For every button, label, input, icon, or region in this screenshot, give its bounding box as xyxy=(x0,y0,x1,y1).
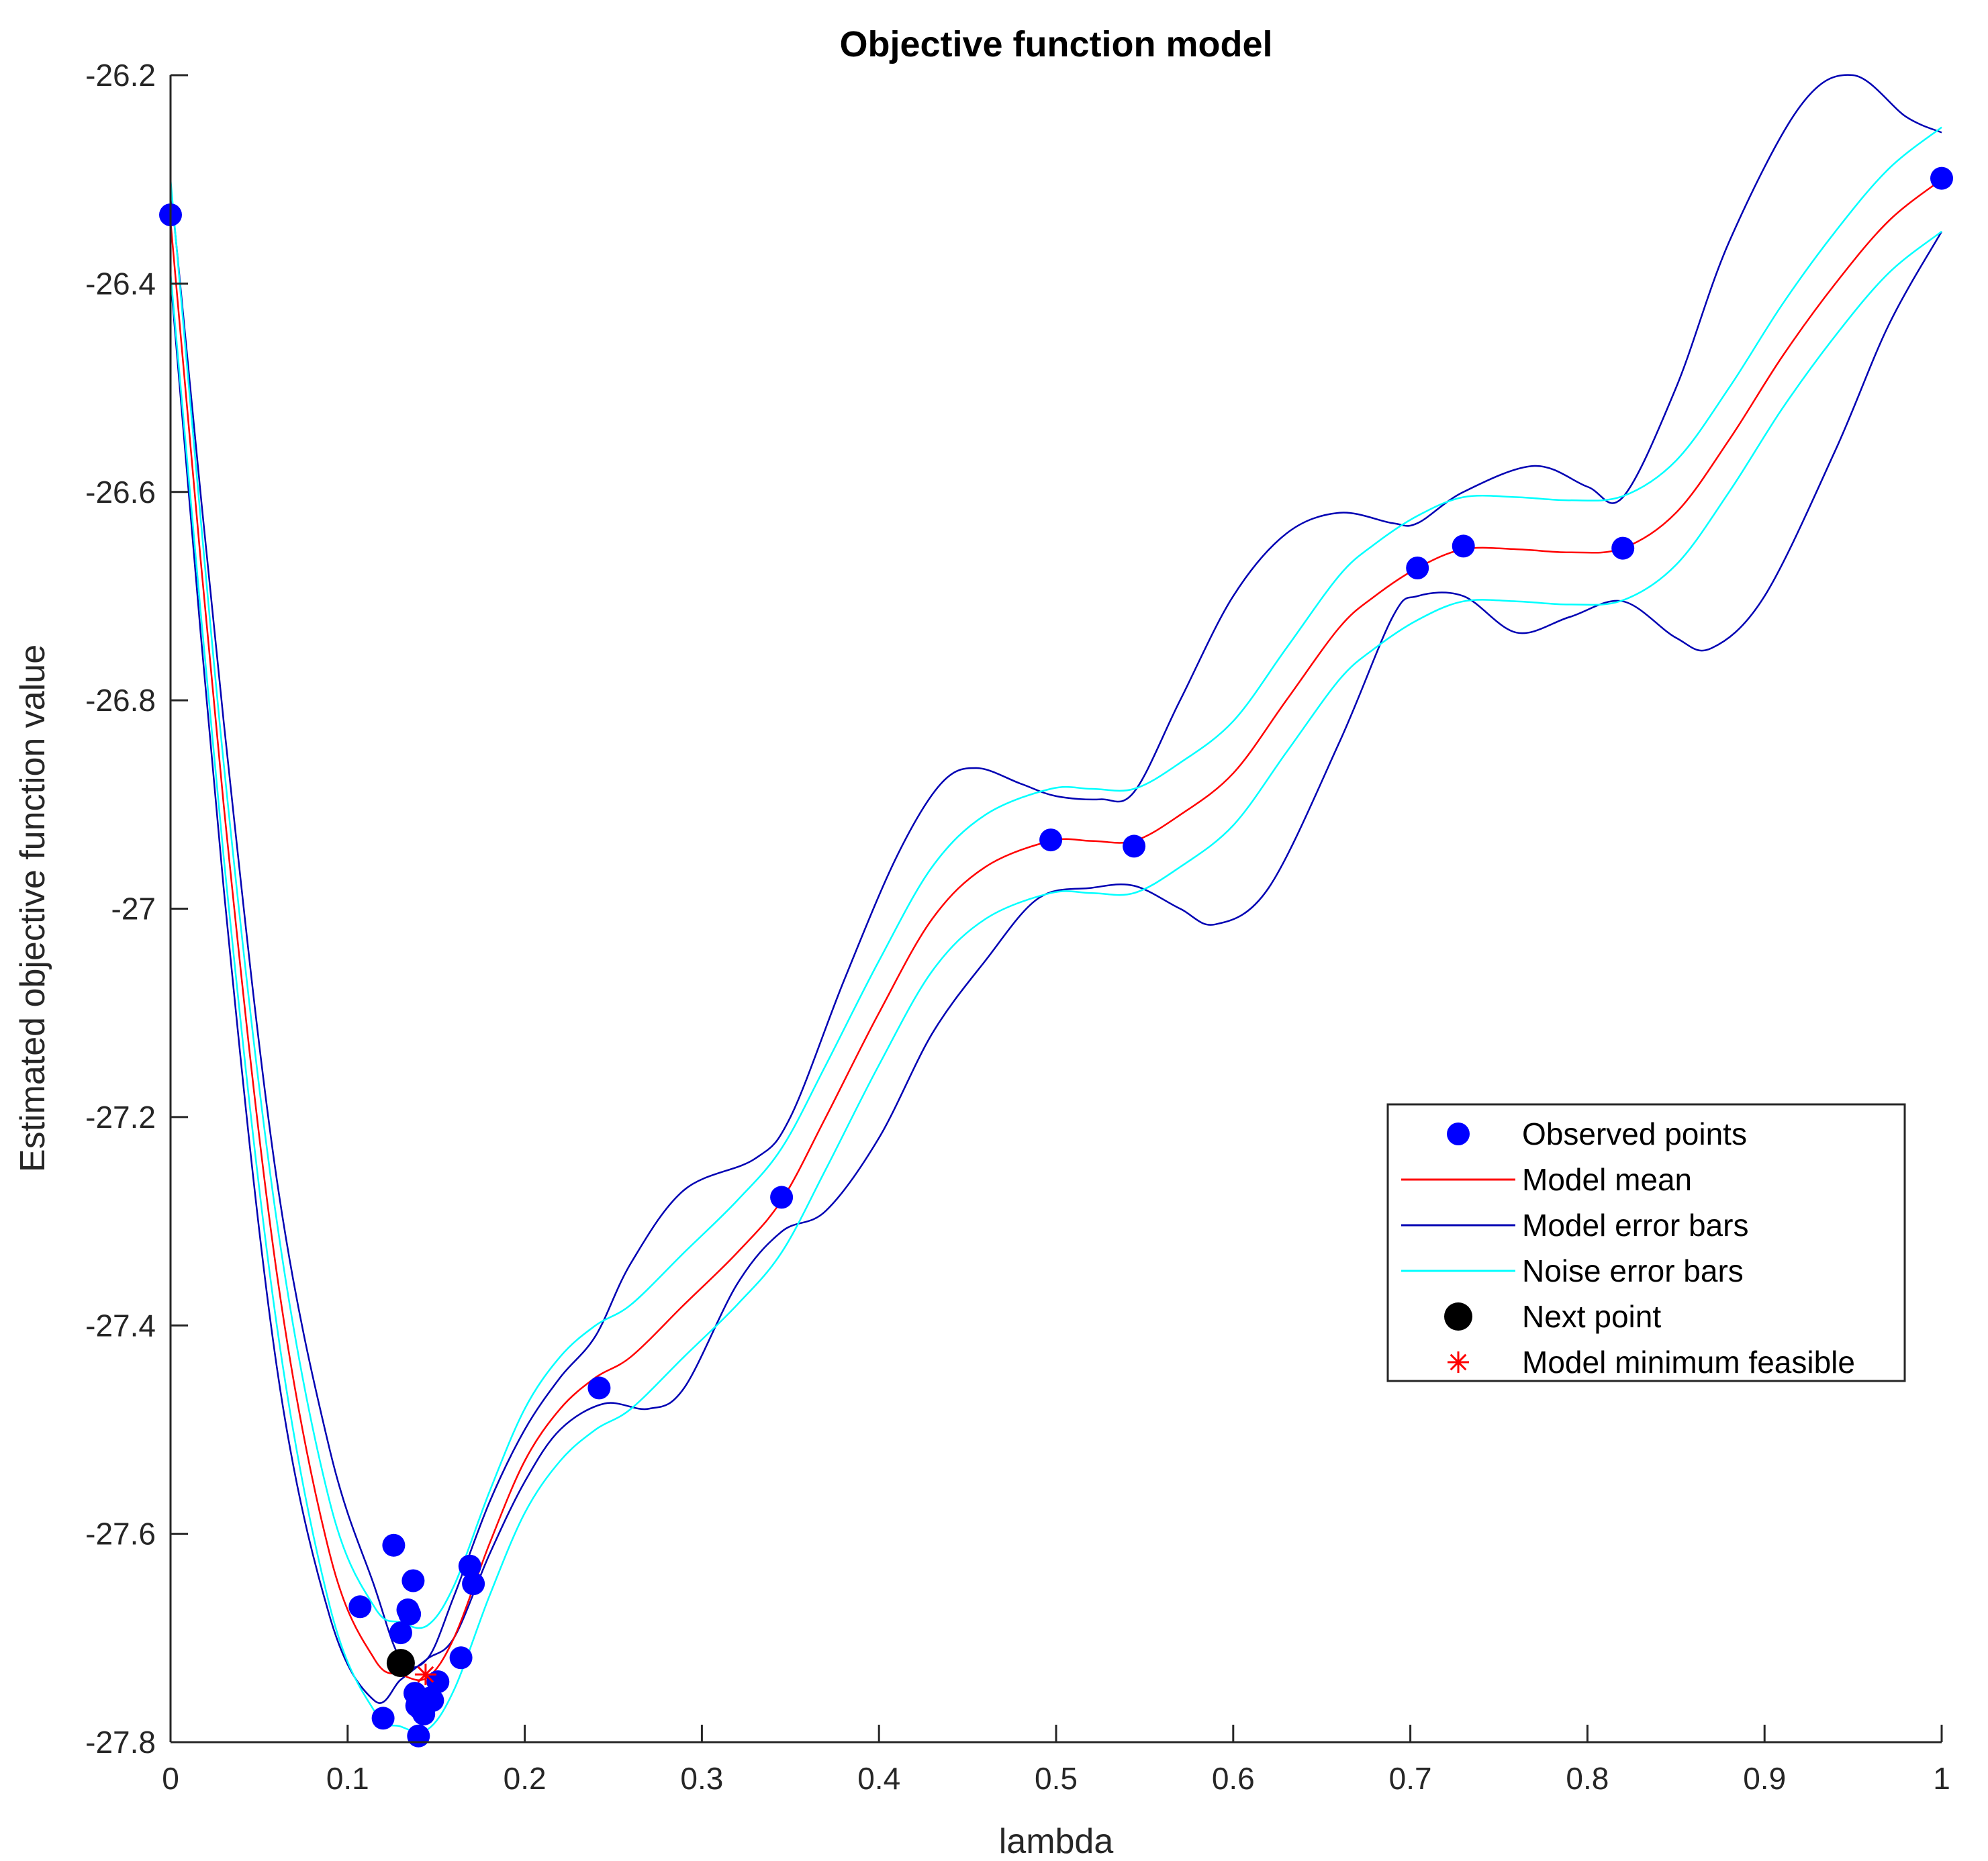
error-bands xyxy=(169,74,1943,1733)
observed-point xyxy=(348,1595,372,1619)
model-mean-layer xyxy=(169,179,1942,1681)
observed-point xyxy=(462,1572,485,1596)
observed-point xyxy=(770,1186,794,1209)
axes: 0 0.1 0.2 0.3 0.4 0.5 0.6 0.7 0.8 0.9 1 -27.8 -27.6 -… xyxy=(85,58,1950,1796)
observed-points-layer xyxy=(159,166,1953,1748)
legend-label-next-point: Next point xyxy=(1522,1299,1661,1334)
y-tick-label: -27 xyxy=(111,892,156,926)
observed-point xyxy=(421,1688,444,1712)
observed-point xyxy=(1452,534,1475,558)
observed-point xyxy=(389,1621,412,1645)
y-tick-label: -26.4 xyxy=(85,266,156,301)
x-tick-label: 0.9 xyxy=(1743,1761,1786,1796)
x-tick-label: 0.4 xyxy=(857,1761,900,1796)
legend-symbol-model-minimum-feasible-stroke xyxy=(1450,1353,1467,1371)
model-minimum-marker xyxy=(414,1664,436,1686)
legend-symbol-next-point xyxy=(1444,1302,1472,1331)
observed-point xyxy=(1611,536,1635,560)
observed-point xyxy=(458,1554,481,1578)
observed-point xyxy=(449,1646,473,1670)
x-tick-label: 0.7 xyxy=(1389,1761,1432,1796)
legend-symbol-observed-points xyxy=(1447,1123,1470,1145)
legend-symbol-model-minimum-feasible xyxy=(1448,1351,1469,1373)
plot-area xyxy=(159,74,1953,1748)
observed-point xyxy=(1039,828,1063,852)
x-axis-label: lambda xyxy=(999,1822,1114,1861)
x-tick-label: 0.5 xyxy=(1035,1761,1078,1796)
x-tick-label: 0.3 xyxy=(680,1761,723,1796)
observed-point xyxy=(1406,557,1429,579)
observed-point xyxy=(371,1707,395,1730)
legend-label-observed-points: Observed points xyxy=(1522,1116,1747,1151)
y-tick-label: -27.4 xyxy=(85,1308,156,1343)
observed-point xyxy=(1123,834,1146,858)
observed-point xyxy=(1930,166,1953,190)
x-tick-label: 0.2 xyxy=(504,1761,547,1796)
legend-box xyxy=(1386,1103,1906,1382)
next-point-marker xyxy=(386,1649,415,1678)
y-axis-label: Estimated objective function value xyxy=(13,645,52,1172)
observed-point xyxy=(398,1603,422,1626)
noise-error-lower-line xyxy=(169,230,1942,1733)
x-tick-label: 0.1 xyxy=(326,1761,369,1796)
y-tick-label: -27.6 xyxy=(85,1517,156,1552)
legend: Observed points Model mean Model error bar… xyxy=(1386,1103,1906,1382)
observed-point xyxy=(587,1376,611,1400)
y-tick-label: -26.8 xyxy=(85,683,156,718)
y-tick-label: -26.2 xyxy=(85,58,156,93)
y-tick-label: -27.2 xyxy=(85,1100,156,1135)
y-tick-label: -27.8 xyxy=(85,1725,156,1760)
observed-point xyxy=(382,1533,406,1557)
legend-label-model-mean: Model mean xyxy=(1522,1162,1692,1197)
observed-point xyxy=(426,1670,450,1693)
x-tick-label: 0 xyxy=(162,1761,179,1796)
noise-error-upper-line xyxy=(169,126,1942,1629)
model-mean-line xyxy=(169,179,1942,1681)
legend-label-model-minimum-feasible: Model minimum feasible xyxy=(1522,1345,1855,1380)
x-tick-label: 0.6 xyxy=(1212,1761,1255,1796)
model-error-upper-line xyxy=(169,74,1942,1668)
model-minimum-marker-stroke xyxy=(417,1666,434,1683)
y-tick-label: -26.6 xyxy=(85,475,156,510)
x-tick-label: 0.8 xyxy=(1566,1761,1609,1796)
x-tick-label: 1 xyxy=(1933,1761,1950,1796)
observed-point xyxy=(401,1569,425,1592)
legend-label-model-error-bars: Model error bars xyxy=(1522,1208,1748,1243)
chart-title: Objective function model xyxy=(839,24,1272,64)
model-error-lower-line xyxy=(169,231,1943,1704)
observed-point xyxy=(407,1724,430,1748)
legend-label-noise-error-bars: Noise error bars xyxy=(1522,1253,1744,1288)
axes-background xyxy=(171,75,1942,1742)
special-markers-layer xyxy=(386,1649,436,1686)
